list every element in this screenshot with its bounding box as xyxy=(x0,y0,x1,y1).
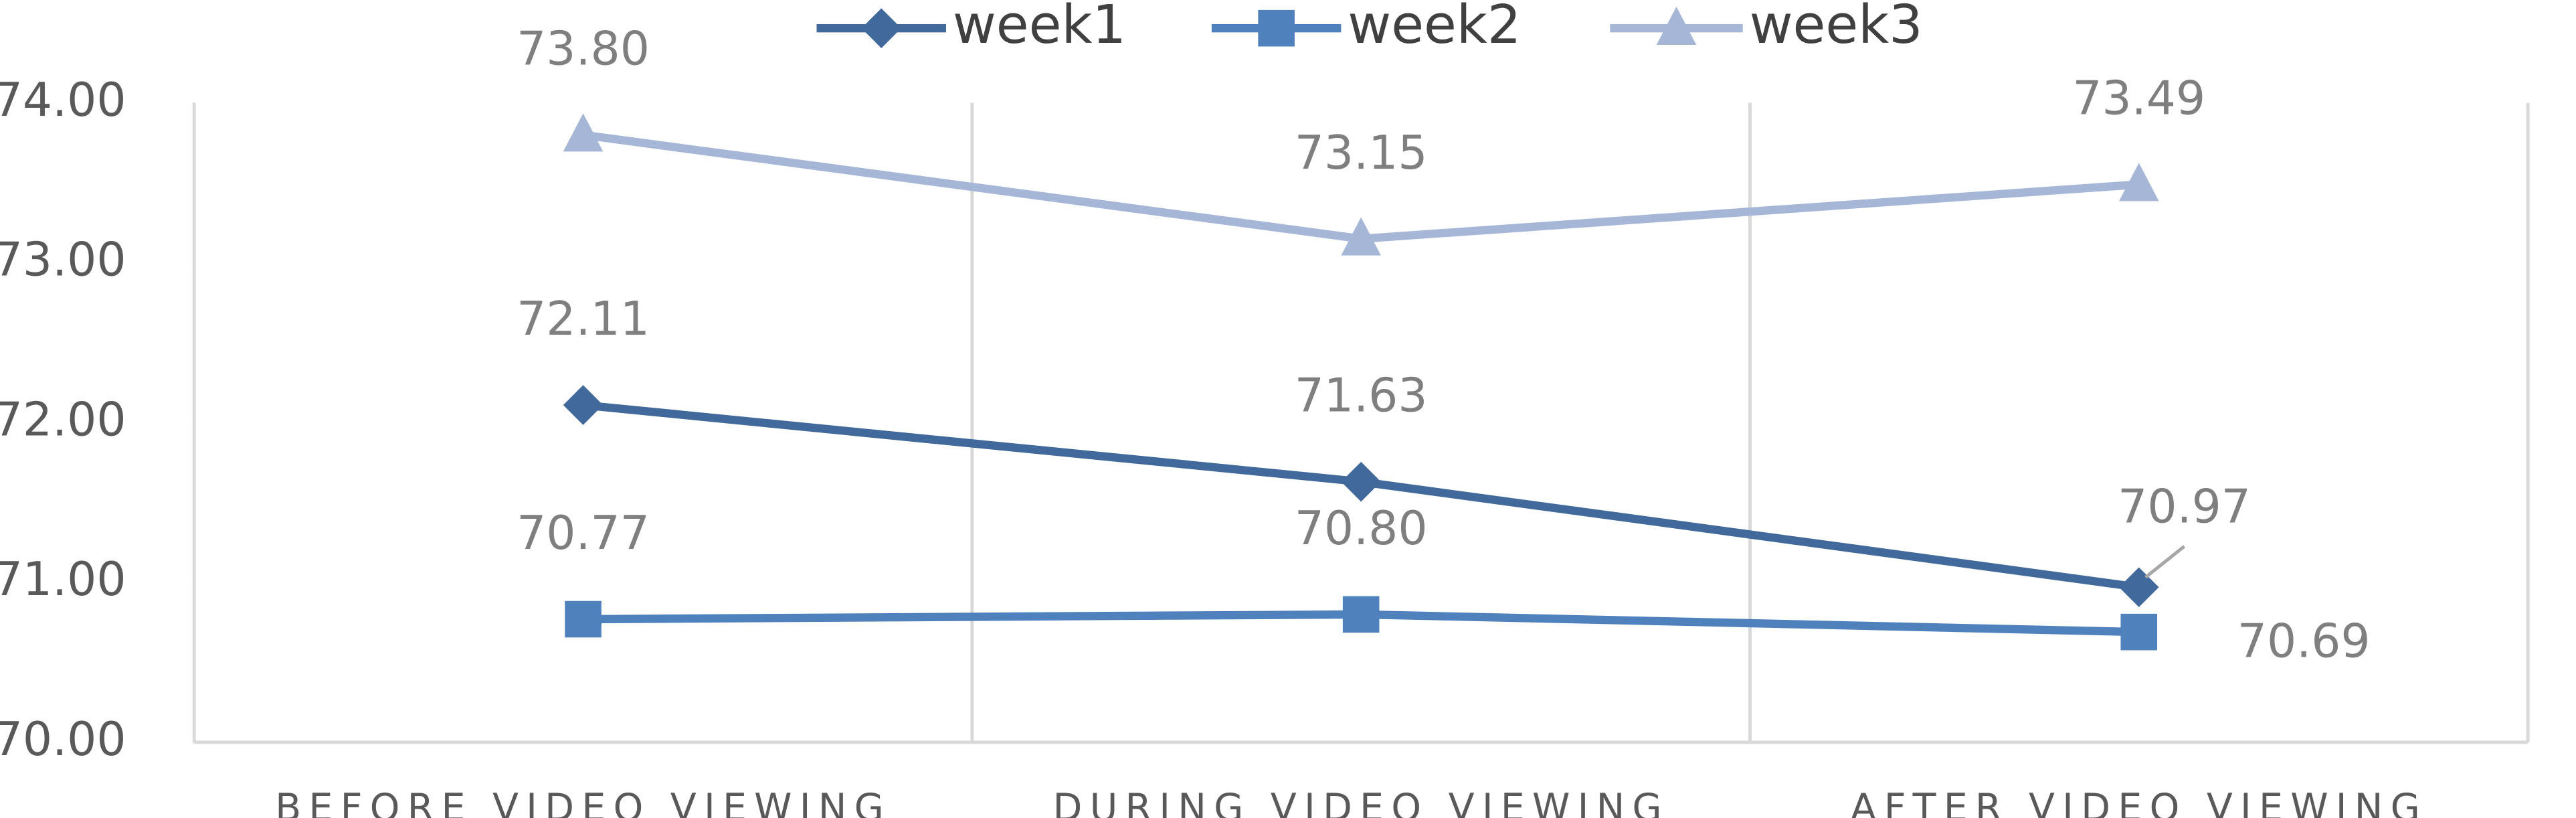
legend-marker xyxy=(1258,9,1295,47)
legend-label: week1 xyxy=(953,0,1126,56)
y-tick-label: 70.00 xyxy=(0,713,126,766)
data-label: 73.49 xyxy=(2072,72,2205,126)
marker xyxy=(2118,163,2159,201)
data-label: 70.80 xyxy=(1295,502,1428,556)
marker xyxy=(563,113,604,152)
data-label: 70.77 xyxy=(517,507,650,560)
marker xyxy=(1341,217,1381,256)
marker xyxy=(2120,613,2158,651)
marker xyxy=(1341,461,1381,502)
data-label: 70.69 xyxy=(2237,615,2371,669)
data-label: 71.63 xyxy=(1295,370,1428,423)
y-tick-label: 73.00 xyxy=(0,234,126,287)
data-label: 72.11 xyxy=(517,293,650,346)
x-tick-label: DURING VIDEO VIEWING xyxy=(1053,786,1669,818)
x-tick-label: BEFORE VIDEO VIEWING xyxy=(275,786,891,818)
marker xyxy=(2118,567,2159,608)
data-label: 73.80 xyxy=(517,23,650,76)
legend-marker xyxy=(861,8,902,48)
legend-label: week3 xyxy=(1750,0,1923,56)
marker xyxy=(563,385,604,425)
data-label: 73.15 xyxy=(1295,127,1428,180)
marker xyxy=(565,600,602,638)
y-tick-label: 71.00 xyxy=(0,553,126,606)
legend-marker xyxy=(1656,6,1697,45)
y-tick-label: 74.00 xyxy=(0,74,126,127)
marker xyxy=(1342,596,1380,633)
x-tick-label: AFTER VIDEO VIEWING xyxy=(1851,786,2427,818)
y-tick-label: 72.00 xyxy=(0,393,126,446)
leader-line xyxy=(2144,545,2186,579)
data-label: 70.97 xyxy=(2118,481,2251,534)
legend-label: week2 xyxy=(1348,0,1521,56)
